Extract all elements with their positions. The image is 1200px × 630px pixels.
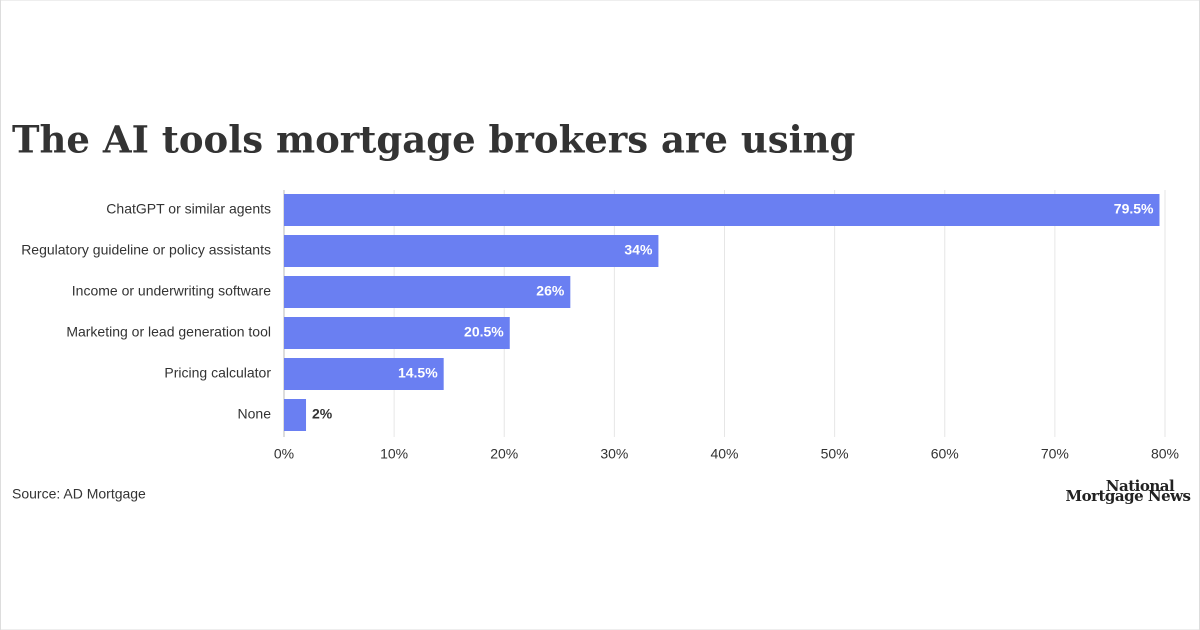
value-label: 20.5%: [464, 324, 504, 340]
x-tick-label: 60%: [931, 446, 959, 462]
x-tick-label: 70%: [1041, 446, 1069, 462]
bar: [284, 194, 1160, 226]
value-label: 79.5%: [1114, 201, 1154, 217]
x-tick-label: 10%: [380, 446, 408, 462]
y-tick-label: ChatGPT or similar agents: [106, 201, 271, 217]
bar: [284, 317, 510, 349]
value-label: 26%: [536, 283, 565, 299]
bar: [284, 399, 307, 431]
bar: [284, 276, 571, 308]
x-tick-label: 80%: [1151, 446, 1179, 462]
x-tick-label: 40%: [710, 446, 738, 462]
y-tick-label: Marketing or lead generation tool: [66, 324, 271, 340]
logo: National: [1106, 477, 1175, 495]
x-tick-label: 30%: [600, 446, 628, 462]
logo: Mortgage News: [1065, 487, 1190, 505]
y-tick-label: None: [238, 406, 272, 422]
y-tick-label: Regulatory guideline or policy assistant…: [21, 242, 271, 258]
value-label: 34%: [624, 242, 653, 258]
chart-title: The AI tools mortgage brokers are using: [12, 118, 855, 162]
bar: [284, 235, 659, 267]
x-tick-label: 20%: [490, 446, 518, 462]
y-tick-label: Income or underwriting software: [72, 283, 271, 299]
y-tick-label: Pricing calculator: [164, 365, 271, 381]
x-tick-label: 50%: [821, 446, 849, 462]
bar: [284, 358, 444, 390]
value-label: 14.5%: [398, 365, 438, 381]
source: Source: AD Mortgage: [12, 486, 146, 502]
value-label: 2%: [312, 406, 333, 422]
x-tick-label: 0%: [274, 446, 294, 462]
